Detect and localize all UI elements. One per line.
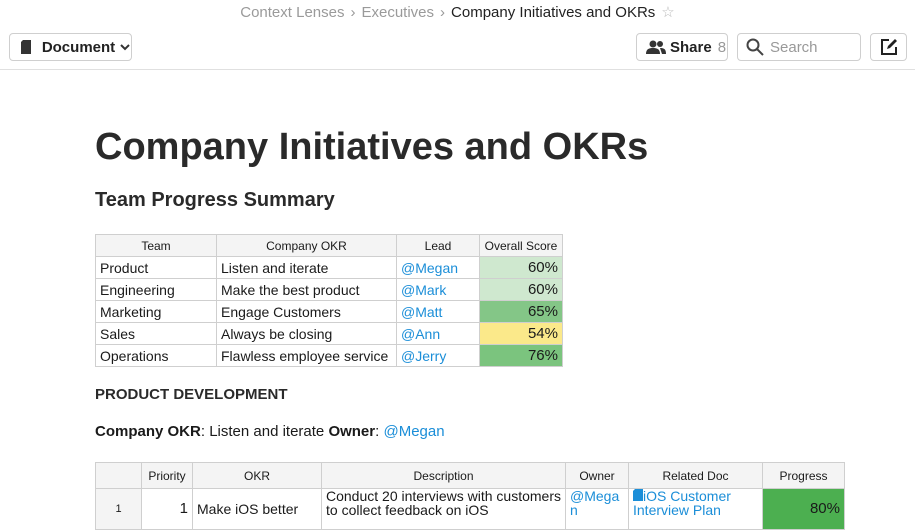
breadcrumb-link[interactable]: Executives (361, 4, 435, 21)
document-button[interactable]: Document (9, 33, 132, 61)
table-row: 1 1 Make iOS better Conduct 20 interviews w… (95, 488, 845, 530)
table-cell: 60% (479, 278, 563, 301)
row-number-header (95, 462, 142, 489)
column-header: Related Doc (628, 462, 763, 489)
label: Company OKR (95, 423, 201, 440)
table-cell: @Megan (565, 488, 629, 530)
okr-text: Listen and iterate (209, 423, 325, 440)
heading: Team Progress Summary (95, 189, 335, 211)
summary-table: Team Company OKR Lead Overall Score Product L… (95, 234, 563, 367)
share-label: Share (670, 38, 712, 56)
share-count: 8 (717, 38, 727, 56)
caret (120, 44, 130, 51)
mention[interactable]: @Megan (570, 488, 620, 518)
table-cell: Product (95, 256, 217, 279)
mention[interactable]: @Megan (383, 423, 445, 440)
table-cell: Flawless employee service (216, 344, 397, 367)
table-cell: 54% (479, 322, 563, 345)
search-icon (746, 38, 764, 56)
column-header: Overall Score (479, 234, 563, 257)
mention[interactable]: @Jerry (401, 347, 447, 364)
table-cell: Always be closing (216, 322, 397, 345)
table-cell: Engineering (95, 278, 217, 301)
search-box[interactable]: Search (737, 33, 861, 61)
mention[interactable]: @Ann (401, 325, 441, 342)
table-cell: 76% (479, 344, 563, 367)
table-cell: 60% (479, 256, 563, 279)
doc-title: Company Initiatives and OKRs (95, 126, 649, 168)
row-number: 1 (95, 488, 142, 530)
top-bar (0, 0, 915, 70)
table-cell: Sales (95, 322, 217, 345)
section-heading: PRODUCT DEVELOPMENT (95, 386, 288, 403)
table-cell: @Mark (396, 278, 480, 301)
separator: › (350, 4, 356, 21)
favorite-star[interactable]: ☆ (661, 4, 675, 21)
column-header: OKR (192, 462, 322, 489)
table-cell: Listen and iterate (216, 256, 397, 279)
table-cell: @Megan (396, 256, 480, 279)
table-cell: 80% (762, 488, 845, 530)
edit-button[interactable] (870, 33, 907, 61)
table-cell: @Matt (396, 300, 480, 323)
table-cell: @Jerry (396, 344, 480, 367)
doc-icon (21, 40, 31, 54)
edit-icon (880, 39, 897, 55)
share-button[interactable]: Share 8 (636, 33, 728, 61)
table-cell: Make the best product (216, 278, 397, 301)
column-header: Owner (565, 462, 629, 489)
breadcrumb-current: Company Initiatives and OKRs (451, 4, 656, 21)
column-header: Lead (396, 234, 480, 257)
table-row: Product Listen and iterate @Megan 60% (95, 256, 563, 279)
breadcrumb-link[interactable]: Context Lenses (240, 4, 345, 21)
label: Owner (328, 423, 376, 440)
doc-link-text[interactable]: iOS Customer Interview Plan (633, 488, 731, 518)
table-cell: Marketing (95, 300, 217, 323)
detail-table: Priority OKR Description Owner Related Doc Pr… (95, 462, 845, 530)
document-label: Document (41, 38, 116, 56)
column-header: Team (95, 234, 217, 257)
table-row: Marketing Engage Customers @Matt 65% (95, 300, 563, 323)
search-placeholder: Search (770, 38, 818, 56)
table-row: Engineering Make the best product @Mark 60% (95, 278, 563, 301)
table-cell: Make iOS better (192, 488, 322, 530)
column-header: Company OKR (216, 234, 397, 257)
doc-link[interactable]: iOS Customer Interview Plan (633, 488, 731, 518)
column-header: Progress (762, 462, 845, 489)
column-header: Description (321, 462, 566, 489)
table-cell: iOS Customer Interview Plan (628, 488, 763, 530)
table-cell: Conduct 20 interviews with customers to … (321, 488, 566, 530)
header-row: Team Company OKR Lead Overall Score (95, 234, 563, 257)
table-cell: Operations (95, 344, 217, 367)
mention[interactable]: @Mark (401, 281, 447, 298)
mention[interactable]: @Matt (401, 303, 443, 320)
table-cell: @Ann (396, 322, 480, 345)
doc-icon (633, 489, 643, 501)
breadcrumb: Context Lenses › Executives › Company Initia… (0, 3, 915, 21)
header-row: Priority OKR Description Owner Related Doc Pr… (95, 462, 845, 489)
column-header: Priority (141, 462, 193, 489)
mention[interactable]: @Megan (401, 259, 459, 276)
table-row: Operations Flawless employee service @Jerr… (95, 344, 563, 367)
table-cell: Engage Customers (216, 300, 397, 323)
table-cell: 1 (141, 488, 193, 530)
table-cell: 65% (479, 300, 563, 323)
separator: › (440, 4, 446, 21)
okr-line: Company OKR: Listen and iterate Owner: @… (95, 423, 445, 440)
share-icon (646, 40, 666, 54)
table-row: Sales Always be closing @Ann 54% (95, 322, 563, 345)
